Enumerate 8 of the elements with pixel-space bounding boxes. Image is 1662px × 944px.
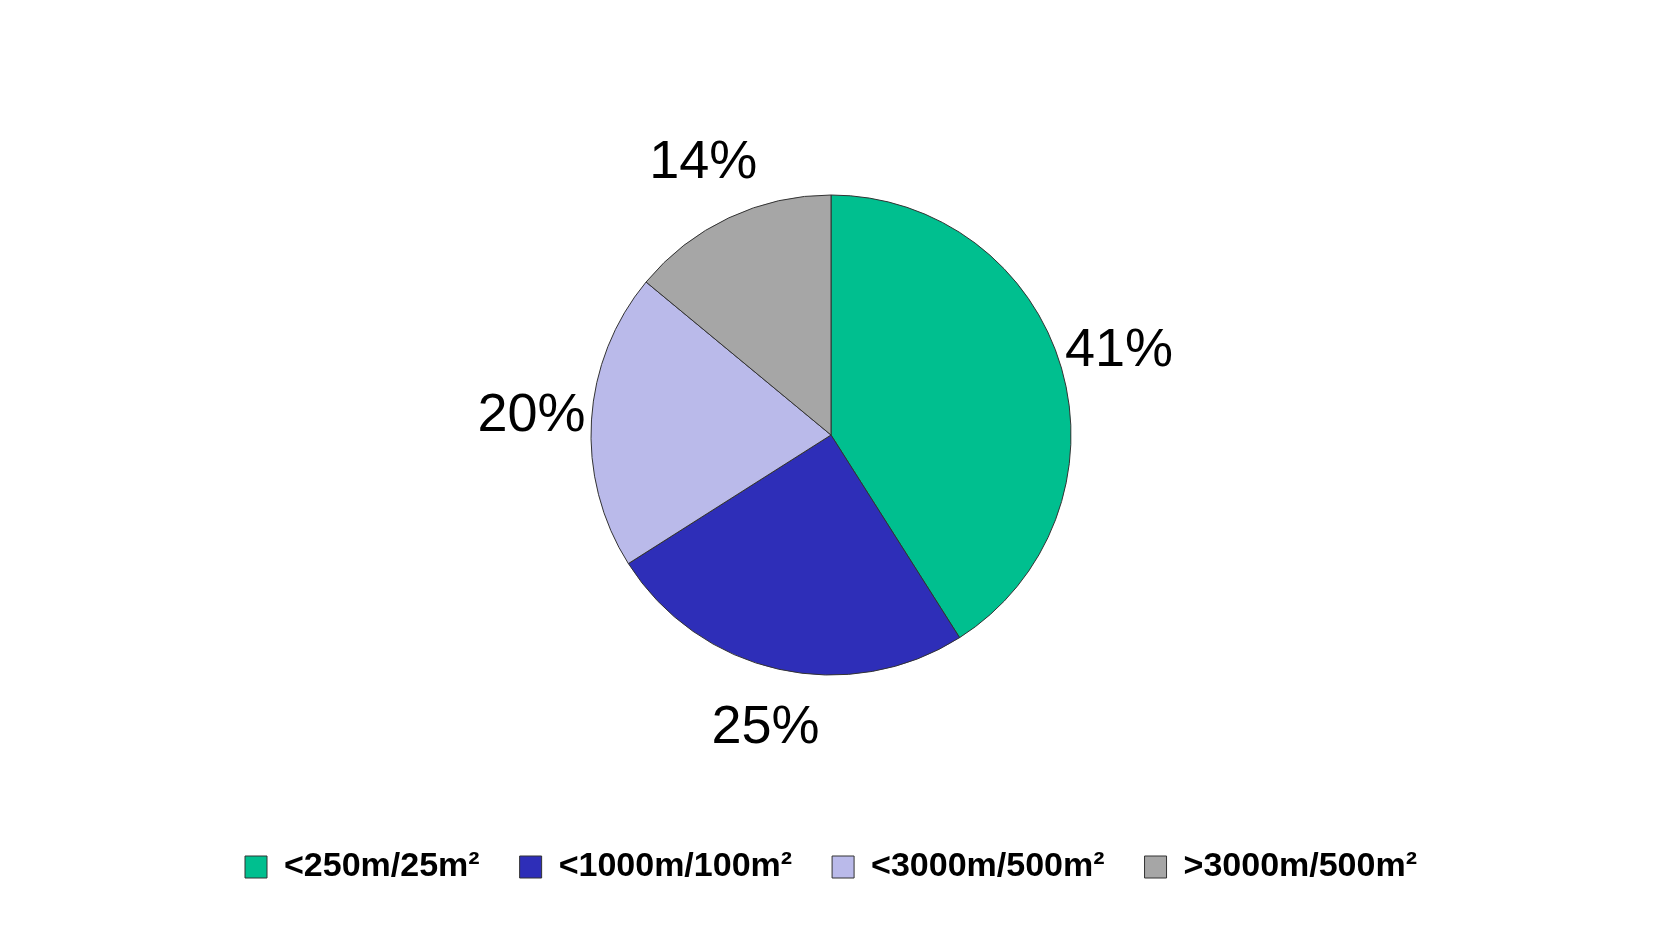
legend-label: >3000m/500m² [1183, 845, 1417, 884]
legend-label: <3000m/500m² [871, 845, 1105, 884]
legend-label: <1000m/100m² [558, 845, 793, 884]
data-label: 41% [1065, 317, 1174, 378]
data-label: 20% [477, 382, 586, 443]
data-label: 25% [711, 693, 820, 754]
data-label: 14% [649, 129, 758, 190]
legend-label: <250m/25m² [284, 845, 480, 884]
